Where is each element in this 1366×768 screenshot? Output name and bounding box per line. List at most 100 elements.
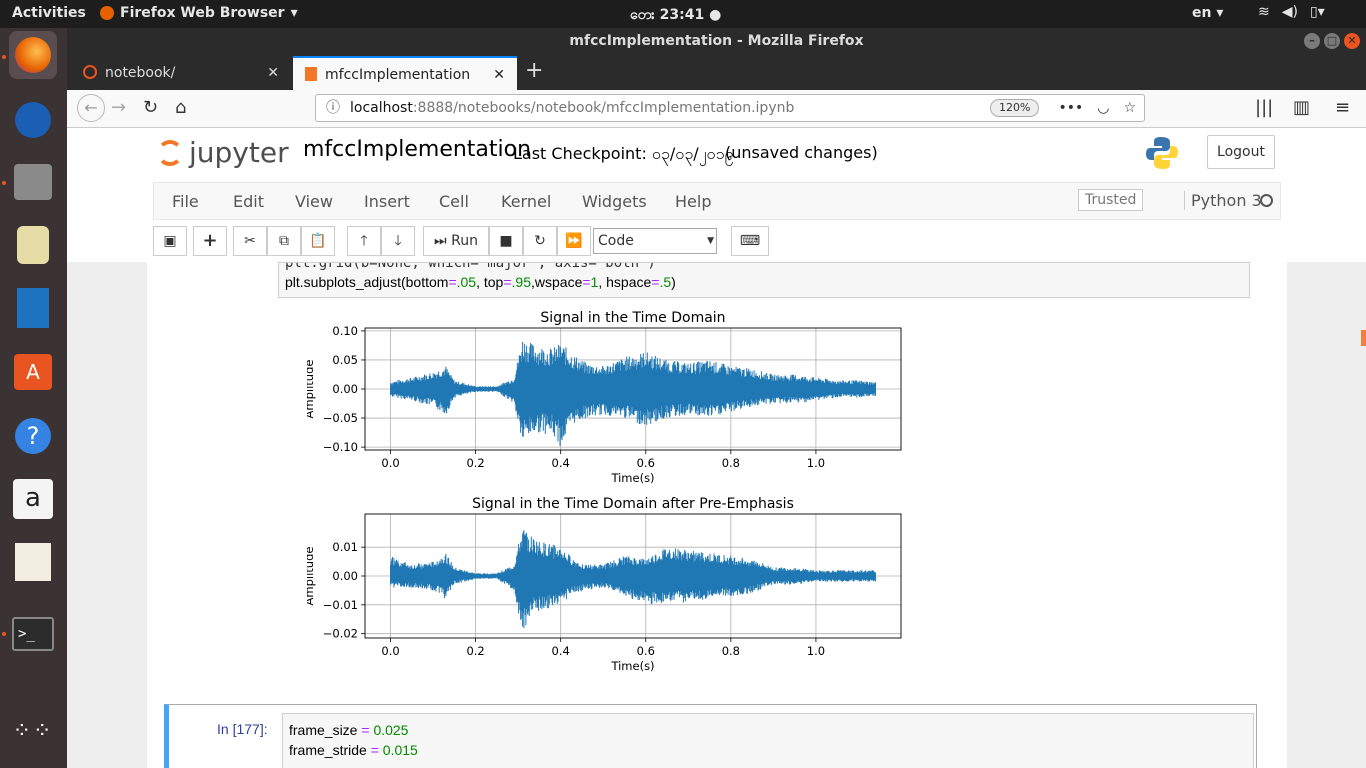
minimize-button[interactable]: – xyxy=(1304,33,1320,49)
text-editor-launcher[interactable] xyxy=(9,538,57,586)
x-tick-label: 0.6 xyxy=(637,456,655,470)
app-menu[interactable]: Firefox Web Browser ▾ xyxy=(100,5,298,21)
restart-run-all-button[interactable]: ⏩ xyxy=(557,226,591,256)
activities-button[interactable]: Activities xyxy=(12,5,86,21)
pocket-icon[interactable]: ◡ xyxy=(1097,100,1110,116)
terminal-launcher[interactable]: >_ xyxy=(9,610,57,658)
rhythmbox-launcher[interactable] xyxy=(9,221,57,269)
hamburger-menu-icon[interactable]: ≡ xyxy=(1335,97,1351,118)
restart-icon: ↻ xyxy=(534,233,546,249)
move-down-button[interactable]: 🡓 xyxy=(381,226,415,256)
menu-help[interactable]: Help xyxy=(675,192,712,211)
chart-title: Signal in the Time Domain after Pre-Emph… xyxy=(472,496,794,512)
menu-insert[interactable]: Insert xyxy=(364,192,410,211)
code-token: ,wspace xyxy=(531,274,583,290)
y-tick-label: −0.02 xyxy=(323,627,358,641)
menu-widgets[interactable]: Widgets xyxy=(582,192,647,211)
run-icon: ⏭ xyxy=(434,233,447,249)
url-bar[interactable]: ⓘ localhost:8888/notebooks/notebook/mfcc… xyxy=(315,94,1145,122)
x-tick-label: 0.8 xyxy=(722,644,740,658)
run-button[interactable]: ⏭ Run xyxy=(423,226,489,256)
menu-view[interactable]: View xyxy=(295,192,333,211)
cell-type-select[interactable]: Code ▼ xyxy=(593,228,717,254)
close-window-button[interactable]: ✕ xyxy=(1344,33,1360,49)
files-launcher[interactable] xyxy=(9,158,57,206)
code-token: = xyxy=(370,742,379,758)
insert-cell-button[interactable]: + xyxy=(193,226,227,256)
close-tab-icon[interactable]: ✕ xyxy=(493,67,505,83)
scroll-position-marker[interactable] xyxy=(1361,330,1366,346)
restart-button[interactable]: ↻ xyxy=(523,226,557,256)
code-cell-input[interactable]: plt.grid(b=None, which='major', axis='bo… xyxy=(278,262,1250,298)
last-checkpoint: Last Checkpoint: ၀၃/၀၃/၂၀၁၉ xyxy=(513,144,734,163)
help-launcher[interactable]: ? xyxy=(9,412,57,460)
wifi-icon: ≋ xyxy=(1258,4,1270,20)
move-up-button[interactable]: 🡑 xyxy=(347,226,381,256)
paste-button[interactable]: 📋 xyxy=(301,226,335,256)
system-tray[interactable]: ≋ ◀) ▯▾ xyxy=(1258,4,1325,20)
jupyter-favicon-icon xyxy=(83,65,97,79)
code-token: = xyxy=(361,722,370,738)
forward-arrow-icon[interactable]: → xyxy=(111,97,127,118)
dock: A ? a >_ ⁘⁘ xyxy=(0,28,67,768)
y-axis-label: Amplitude xyxy=(307,547,316,606)
menu-edit[interactable]: Edit xyxy=(233,192,264,211)
matplotlib-figure: 0.0 0.2 0.4 0.6 0.8 1.0 0.10 0.05 0.00 −0.05 −0.10… xyxy=(307,310,902,673)
logout-button[interactable]: Logout xyxy=(1207,135,1275,169)
language-indicator[interactable]: en ▾ xyxy=(1192,5,1224,21)
running-indicator xyxy=(2,55,6,59)
language-label: en xyxy=(1192,5,1212,21)
x-tick-label: 0.0 xyxy=(381,456,399,470)
file-cabinet-icon xyxy=(14,164,52,200)
sidebar-icon[interactable]: ▥ xyxy=(1293,97,1311,118)
url-path: :8888/notebooks/notebook/mfccImplementat… xyxy=(412,100,795,116)
code-token: 1 xyxy=(590,274,599,290)
code-cell-input[interactable]: frame_size = 0.025 frame_stride = 0.015 xyxy=(282,713,1254,768)
home-icon[interactable]: ⌂ xyxy=(175,97,187,118)
running-indicator xyxy=(2,181,6,185)
clock[interactable]: တေး 23:41 ● xyxy=(630,5,721,26)
copy-button[interactable]: ⧉ xyxy=(267,226,301,256)
clock-label: တေး 23:41 xyxy=(630,7,705,23)
save-button[interactable]: ▣ xyxy=(153,226,187,256)
site-info-icon[interactable]: ⓘ xyxy=(326,100,340,116)
bookmark-star-icon[interactable]: ☆ xyxy=(1123,100,1136,116)
reload-icon[interactable]: ↻ xyxy=(143,97,159,118)
close-tab-icon[interactable]: ✕ xyxy=(267,65,279,81)
zoom-indicator[interactable]: 120% xyxy=(990,99,1040,117)
copy-icon: ⧉ xyxy=(279,233,289,249)
arrow-down-icon: 🡓 xyxy=(394,233,402,249)
jupyter-logo[interactable]: jupyter xyxy=(157,136,289,169)
menu-file[interactable]: File xyxy=(172,192,199,211)
tab-mfcc[interactable]: mfccImplementation ✕ xyxy=(293,56,517,90)
notebook-menubar: File Edit View Insert Cell Kernel Widget… xyxy=(153,182,1281,220)
amazon-launcher[interactable]: a xyxy=(9,475,57,523)
trusted-indicator[interactable]: Trusted xyxy=(1078,189,1144,211)
cut-button[interactable]: ✂ xyxy=(233,226,267,256)
library-icon[interactable]: ||| xyxy=(1255,97,1274,118)
show-apps-button[interactable]: ⁘⁘ xyxy=(9,708,57,756)
tab-label: notebook/ xyxy=(105,65,176,81)
back-arrow-icon[interactable]: ← xyxy=(77,94,105,122)
scissors-icon: ✂ xyxy=(244,233,256,249)
page-actions-icon[interactable]: ••• xyxy=(1058,100,1084,116)
new-tab-button[interactable]: + xyxy=(525,58,544,83)
y-tick-label: 0.10 xyxy=(332,324,358,338)
interrupt-button[interactable]: ■ xyxy=(489,226,523,256)
thunderbird-launcher[interactable] xyxy=(9,96,57,144)
code-token: .95 xyxy=(511,274,531,290)
software-launcher[interactable]: A xyxy=(9,348,57,396)
menu-cell[interactable]: Cell xyxy=(439,192,469,211)
window-titlebar: mfccImplementation - Mozilla Firefox – □… xyxy=(67,28,1366,54)
volume-icon: ◀) xyxy=(1281,4,1298,20)
notebook-title[interactable]: mfccImplementation xyxy=(303,137,532,162)
writer-launcher[interactable] xyxy=(9,284,57,332)
code-token: , top xyxy=(476,274,504,290)
code-cell-selected[interactable]: In [177]: frame_size = 0.025 frame_strid… xyxy=(164,704,1257,768)
code-token: plt.subplots_adjust(bottom xyxy=(285,274,449,290)
command-palette-button[interactable]: ⌨ xyxy=(731,226,769,256)
menu-kernel[interactable]: Kernel xyxy=(501,192,552,211)
maximize-button[interactable]: □ xyxy=(1324,33,1340,49)
firefox-launcher[interactable] xyxy=(9,31,57,79)
tab-notebook[interactable]: notebook/ ✕ xyxy=(71,56,291,90)
